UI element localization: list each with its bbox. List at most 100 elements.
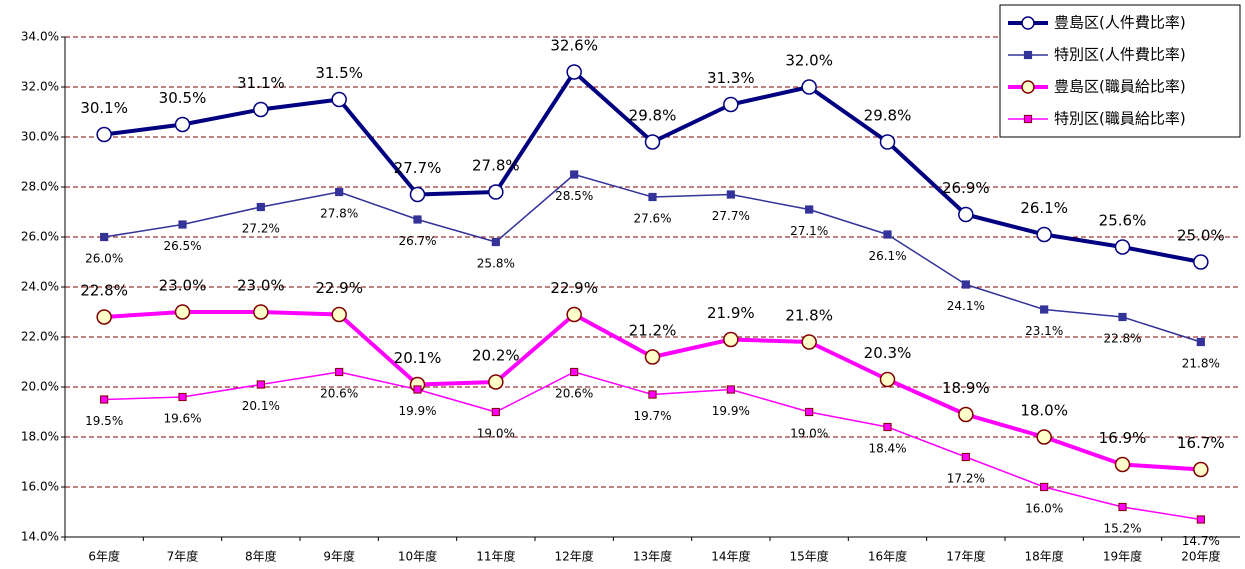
- data-label: 19.9%: [398, 404, 436, 418]
- point: [644, 349, 661, 365]
- legend-label: 豊島区(職員給比率): [1054, 78, 1186, 96]
- point: [1193, 461, 1209, 478]
- data-label: 27.8%: [472, 157, 520, 175]
- point: [1040, 482, 1049, 492]
- point: [178, 220, 187, 229]
- point: [1114, 239, 1131, 255]
- legend-label: 特別区(職員給比率): [1054, 110, 1186, 128]
- x-tick-label: 17年度: [946, 549, 985, 564]
- point: [256, 202, 265, 212]
- point: [1118, 312, 1127, 322]
- y-tick-label: 26.0%: [21, 230, 59, 244]
- data-label: 22.8%: [1103, 332, 1141, 346]
- data-label: 19.0%: [477, 427, 515, 441]
- point: [1040, 305, 1049, 314]
- point: [726, 190, 735, 199]
- data-label: 28.5%: [555, 189, 593, 203]
- data-label: 26.1%: [868, 249, 906, 263]
- x-tick-label: 19年度: [1103, 549, 1142, 564]
- data-label: 21.9%: [707, 304, 755, 322]
- data-label: 22.9%: [315, 279, 363, 297]
- y-tick-label: 20.0%: [21, 380, 59, 394]
- point: [100, 395, 109, 404]
- point: [100, 232, 109, 242]
- data-label: 26.0%: [85, 252, 123, 266]
- data-label: 22.8%: [80, 282, 128, 300]
- data-label: 23.0%: [159, 277, 207, 295]
- legend-label: 豊島区(人件費比率): [1054, 14, 1186, 32]
- x-tick-label: 11年度: [476, 549, 515, 564]
- point: [491, 407, 500, 417]
- data-label: 27.7%: [712, 209, 750, 223]
- legend-box: [999, 4, 1241, 138]
- point: [1036, 429, 1052, 445]
- y-tick-label: 16.0%: [21, 480, 59, 494]
- point: [1036, 226, 1052, 243]
- y-tick-label: 14.0%: [21, 530, 59, 544]
- point: [726, 385, 735, 394]
- point: [958, 406, 974, 423]
- point: [413, 385, 422, 394]
- point: [723, 331, 739, 348]
- point: [566, 306, 582, 323]
- point: [488, 184, 504, 200]
- x-tick-label: 15年度: [790, 549, 829, 564]
- data-label: 17.2%: [947, 472, 985, 486]
- point: [253, 304, 269, 320]
- data-label: 24.1%: [947, 299, 985, 313]
- legend-label: 特別区(人件費比率): [1054, 46, 1186, 64]
- point: [1196, 337, 1205, 347]
- data-label: 19.5%: [85, 414, 123, 428]
- point: [801, 79, 817, 95]
- data-label: 18.0%: [1020, 402, 1068, 420]
- point: [801, 334, 817, 350]
- data-label: 19.0%: [790, 427, 828, 441]
- point: [335, 367, 344, 377]
- point: [883, 230, 892, 239]
- data-label: 29.8%: [629, 107, 677, 125]
- data-label: 27.6%: [633, 212, 671, 226]
- data-label: 27.8%: [320, 207, 358, 221]
- data-label: 15.2%: [1103, 522, 1141, 536]
- data-label: 14.7%: [1182, 534, 1220, 548]
- data-label: 21.2%: [629, 322, 677, 340]
- point: [644, 134, 661, 150]
- data-label: 32.0%: [785, 52, 833, 70]
- data-label: 21.8%: [1182, 357, 1220, 371]
- data-label: 19.9%: [712, 404, 750, 418]
- x-tick-label: 12年度: [555, 549, 594, 564]
- y-tick-label: 18.0%: [21, 430, 59, 444]
- data-label: 26.5%: [163, 239, 201, 253]
- point: [488, 374, 504, 390]
- data-label: 26.7%: [398, 234, 436, 248]
- point: [256, 380, 265, 389]
- legend-marker: [1021, 16, 1035, 30]
- data-label: 18.9%: [942, 379, 990, 397]
- x-tick-label: 10年度: [398, 549, 437, 564]
- point: [883, 422, 892, 432]
- data-label: 19.6%: [163, 412, 201, 426]
- data-label: 16.0%: [1025, 502, 1063, 516]
- data-label: 20.2%: [472, 347, 520, 365]
- point: [570, 367, 579, 377]
- data-label: 23.0%: [237, 277, 285, 295]
- y-tick-label: 28.0%: [21, 180, 59, 194]
- y-tick-label: 22.0%: [21, 330, 59, 344]
- point: [491, 237, 500, 247]
- x-tick-label: 20年度: [1181, 549, 1220, 564]
- data-label: 31.1%: [237, 74, 285, 92]
- data-label: 31.5%: [315, 64, 363, 82]
- point: [253, 101, 269, 118]
- data-label: 16.9%: [1099, 429, 1147, 447]
- x-tick-label: 14年度: [711, 549, 750, 564]
- data-label: 25.0%: [1177, 227, 1225, 245]
- data-label: 16.7%: [1177, 434, 1225, 452]
- data-label: 30.5%: [159, 89, 207, 107]
- data-label: 27.1%: [790, 224, 828, 238]
- data-label: 26.9%: [942, 179, 990, 197]
- data-label: 20.3%: [864, 344, 912, 362]
- point: [1196, 515, 1205, 524]
- data-label: 27.7%: [394, 159, 442, 177]
- data-label: 25.6%: [1099, 212, 1147, 230]
